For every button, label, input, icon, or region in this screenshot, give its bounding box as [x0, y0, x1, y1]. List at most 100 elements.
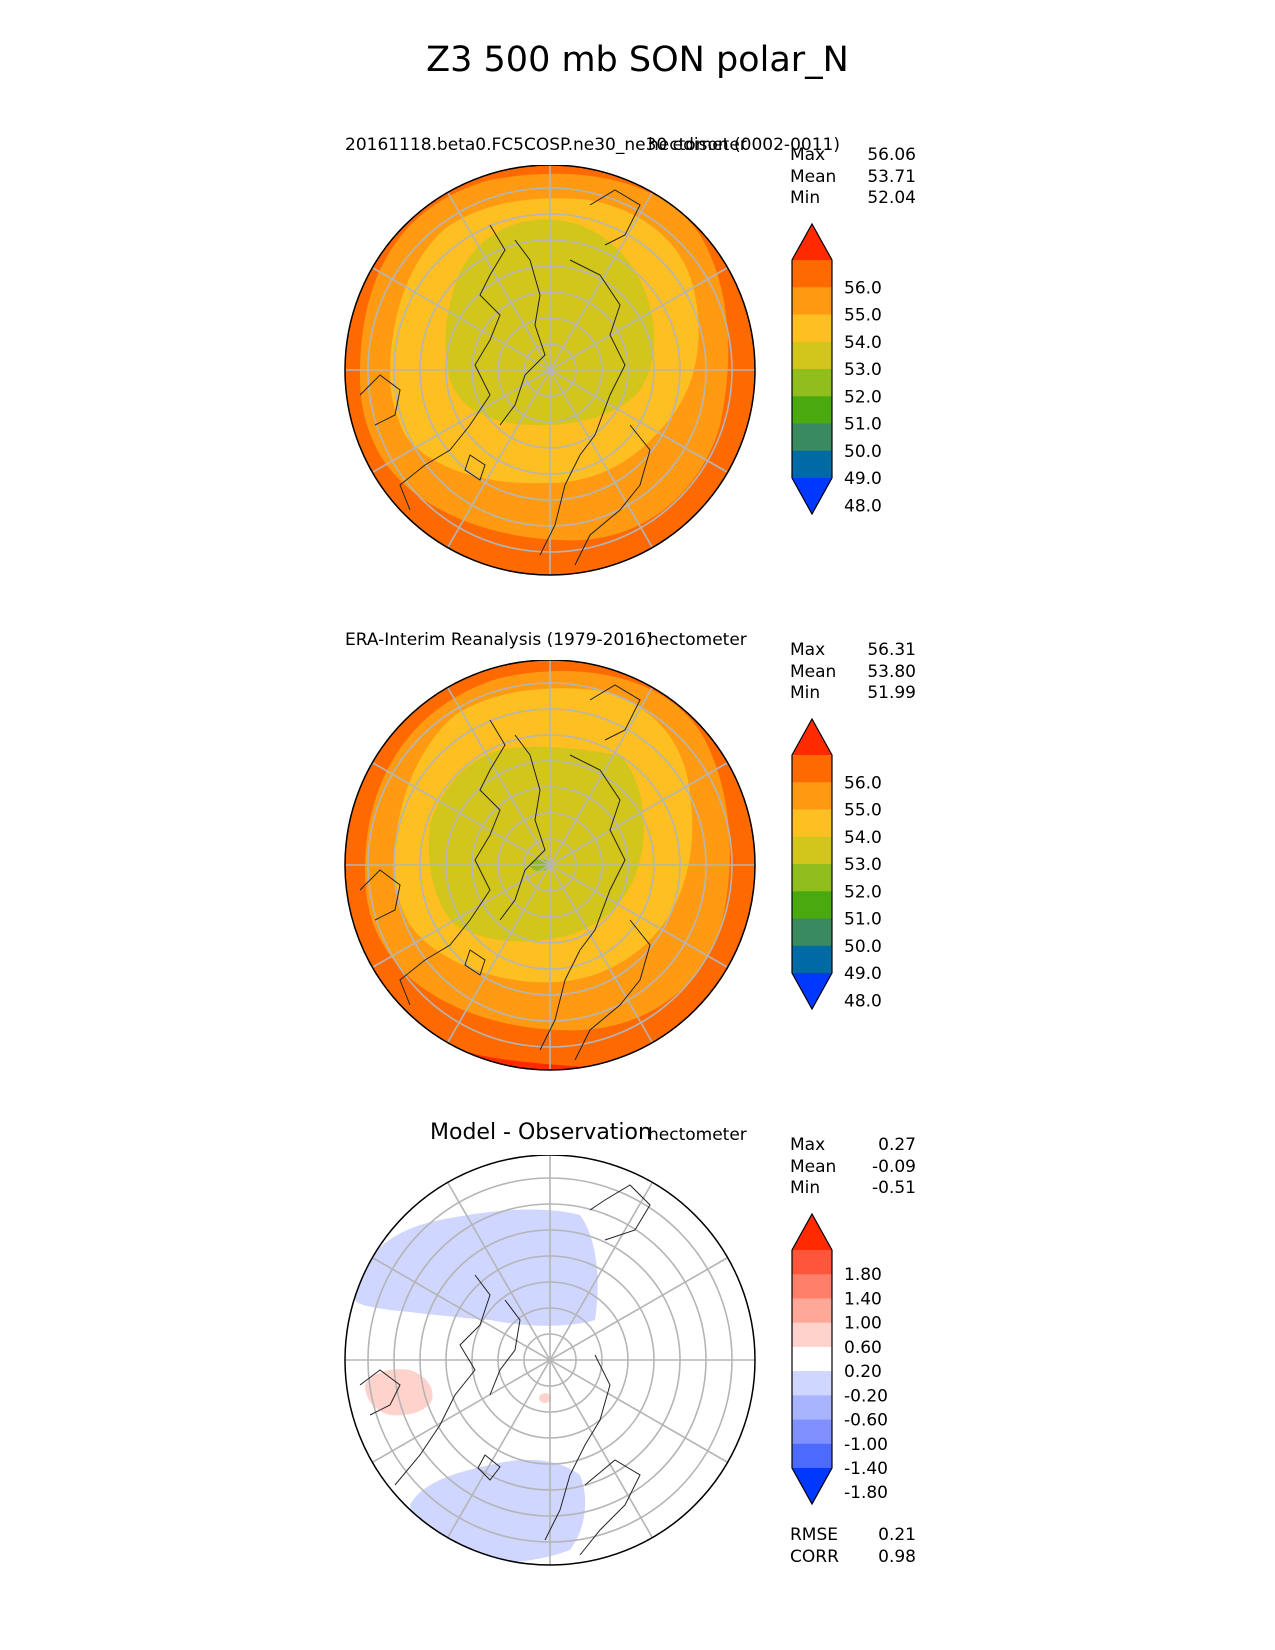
- colorbar-tick-label: 0.20: [844, 1362, 882, 1382]
- colorbar-tick-label: 1.40: [844, 1289, 882, 1309]
- stat-max: Max 0.27: [790, 1135, 916, 1155]
- colorbar-tick-label: 51.0: [844, 910, 882, 930]
- metric-rmse: RMSE 0.21: [790, 1525, 916, 1545]
- colorbar-outline: [791, 717, 833, 1011]
- map-boundary: [344, 165, 756, 576]
- colorbar-tick-label: 54.0: [844, 828, 882, 848]
- colorbar-swatch: [792, 423, 832, 452]
- colorbar-swatch: [792, 341, 832, 370]
- colorbar-tick-label: -0.60: [844, 1411, 888, 1431]
- colorbar-swatch: [792, 891, 832, 919]
- panel1-colorbar: 56.0 55.0 54.0 53.0 52.0 51.0 50.0 49.0 48.0: [791, 222, 882, 516]
- colorbar-swatch: [792, 782, 832, 810]
- colorbar-tick-label: -1.40: [844, 1459, 888, 1479]
- panel2-units: hectometer: [648, 630, 747, 650]
- colorbar-swatch: [792, 1298, 832, 1324]
- colorbar-tick-label: 52.0: [844, 387, 882, 407]
- panel3-metrics: RMSE 0.21 CORR 0.98: [790, 1525, 916, 1568]
- coastlines: [359, 1184, 651, 1556]
- metric-corr: CORR 0.98: [790, 1546, 916, 1567]
- colorbar-extend-min: [792, 1468, 832, 1504]
- colorbar-extend-max: [792, 1214, 832, 1250]
- map-anomaly-negative-south: [410, 1459, 586, 1563]
- graticule: [345, 165, 755, 575]
- panel1-units: hectometer: [648, 135, 747, 155]
- panel2-colorbar: 56.0 55.0 54.0 53.0 52.0 51.0 50.0 49.0 48.0: [791, 717, 882, 1011]
- stat-min: Min 52.04: [790, 188, 916, 208]
- map-anomaly-negative-north: [355, 1209, 598, 1326]
- colorbar-swatch: [792, 260, 832, 288]
- colorbar-extend-max: [792, 224, 832, 260]
- colorbar-swatch: [792, 836, 832, 865]
- panel2-map: [344, 660, 756, 1071]
- colorbar-tick-label: 49.0: [844, 964, 882, 984]
- colorbar-tick-label: 51.0: [844, 415, 882, 435]
- coastlines: [359, 684, 651, 1061]
- stat-mean: Mean -0.09: [790, 1156, 916, 1177]
- colorbar-swatch: [792, 396, 832, 424]
- figure-title: Z3 500 mb SON polar_N: [426, 40, 849, 80]
- colorbar-tick-label: 56.0: [844, 278, 882, 298]
- colorbar-tick-label: -0.20: [844, 1386, 888, 1406]
- colorbar-swatch: [792, 1322, 832, 1348]
- colorbar-swatch: [792, 369, 832, 397]
- colorbar-tick-label: 49.0: [844, 469, 882, 489]
- graticule: [345, 1155, 755, 1565]
- colorbar-swatch: [792, 314, 832, 343]
- stat-max: Max 56.06: [790, 145, 916, 165]
- stat-mean: Mean 53.80: [790, 661, 916, 682]
- colorbar-swatch: [792, 864, 832, 892]
- panel1-title: 20161118.beta0.FC5COSP.ne30_ne30 edison …: [345, 135, 840, 155]
- graticule: [345, 660, 755, 1070]
- colorbar-tick-label: 55.0: [844, 801, 882, 821]
- colorbar-outline: [791, 222, 833, 516]
- colorbar-tick-label: 50.0: [844, 937, 882, 957]
- colorbar-extend-min: [792, 973, 832, 1009]
- stat-max: Max 56.31: [790, 640, 916, 660]
- colorbar-tick-label: 1.00: [844, 1314, 882, 1334]
- colorbar-swatch: [792, 945, 832, 974]
- colorbar-swatch: [792, 1395, 832, 1421]
- panel3-map: [344, 1155, 756, 1566]
- colorbar-swatch: [792, 287, 832, 315]
- colorbar-swatch: [792, 450, 832, 479]
- panel2-title: ERA-Interim Reanalysis (1979-2016): [345, 630, 653, 650]
- colorbar-swatch: [792, 918, 832, 947]
- colorbar-tick-label: 56.0: [844, 773, 882, 793]
- colorbar-extend-min: [792, 478, 832, 514]
- colorbar-tick-label: 53.0: [844, 360, 882, 380]
- colorbar-tick-label: 48.0: [844, 496, 882, 516]
- panel2-stats: Max 56.31 Mean 53.80 Min 51.99: [790, 640, 916, 705]
- colorbar-swatch: [792, 1274, 832, 1299]
- panel3-colorbar: 1.80 1.40 1.00 0.60 0.20 -0.20 -0.60 -1.00 -1.40…: [791, 1212, 888, 1506]
- map-anomaly-positive-west: [365, 1369, 433, 1416]
- colorbar-outline: [791, 1212, 833, 1506]
- panel1-map: [344, 165, 756, 576]
- map-anomaly-positive-center: [539, 1393, 551, 1403]
- colorbar-swatch: [792, 1419, 832, 1445]
- coastlines: [359, 189, 651, 566]
- map-boundary: [344, 1155, 756, 1566]
- colorbar-tick-label: 52.0: [844, 882, 882, 902]
- panel3-title: Model - Observation: [430, 1120, 652, 1145]
- colorbar-swatch: [792, 1250, 832, 1275]
- colorbar-tick-label: 55.0: [844, 306, 882, 326]
- panel3-stats: Max 0.27 Mean -0.09 Min -0.51: [790, 1135, 916, 1200]
- colorbar-swatch: [792, 809, 832, 838]
- colorbar-tick-label: 1.80: [844, 1265, 882, 1285]
- panel3-units: hectometer: [648, 1125, 747, 1145]
- colorbar-tick-label: -1.00: [844, 1435, 888, 1455]
- panel1-stats: Max 56.06 Mean 53.71 Min 52.04: [790, 145, 916, 210]
- colorbar-extend-max: [792, 719, 832, 755]
- colorbar-tick-label: 53.0: [844, 855, 882, 875]
- stat-mean: Mean 53.71: [790, 166, 916, 187]
- colorbar-tick-label: 0.60: [844, 1338, 882, 1358]
- map-boundary: [344, 660, 756, 1071]
- stat-min: Min -0.51: [790, 1178, 916, 1198]
- colorbar-tick-label: 54.0: [844, 333, 882, 353]
- colorbar-swatch: [792, 1346, 832, 1372]
- colorbar-swatch: [792, 1371, 832, 1396]
- colorbar-swatch: [792, 1443, 832, 1469]
- colorbar-tick-label: -1.80: [844, 1483, 888, 1503]
- colorbar-tick-label: 50.0: [844, 442, 882, 462]
